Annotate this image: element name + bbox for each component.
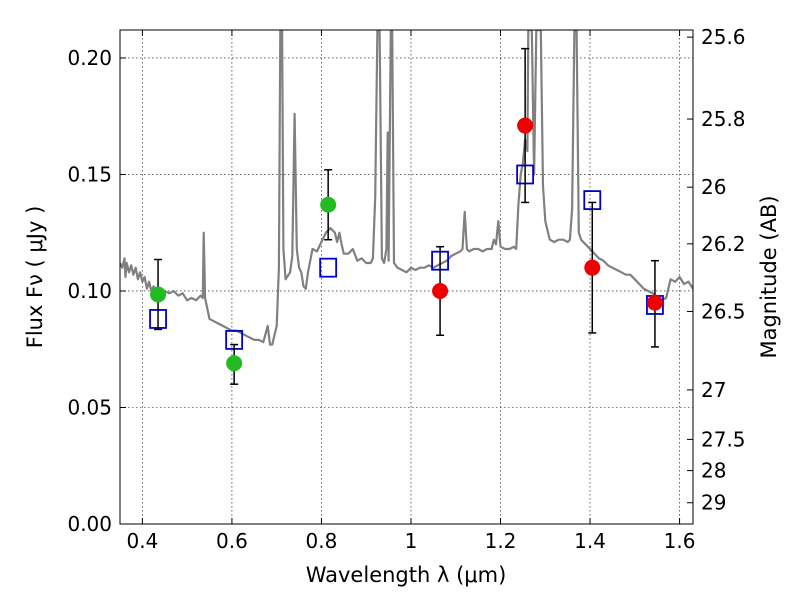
observed-point (226, 355, 243, 372)
spectrum-line (120, 30, 693, 346)
observed-point (320, 196, 337, 213)
data-layer (120, 30, 693, 346)
y2-tick-label: 27 (701, 378, 726, 402)
observed-point (517, 117, 534, 134)
x-axis-label: Wavelength λ (μm) (306, 563, 507, 587)
y2-tick-label: 25.6 (701, 25, 746, 49)
y2-tick-label: 29 (701, 491, 726, 515)
model-photometry-square (319, 257, 338, 278)
x-tick-label: 1.4 (574, 529, 606, 553)
y2-tick-label: 26.2 (701, 232, 746, 256)
x-tick-label: 1.2 (485, 529, 517, 553)
x-tick-label: 1.6 (664, 529, 696, 553)
y2-tick-label: 28 (701, 459, 726, 483)
observed-point (432, 282, 449, 299)
marker-layer (149, 47, 664, 385)
y2-tick-label: 25.8 (701, 107, 746, 131)
y2-axis-label: Magnitude (AB) (757, 195, 781, 358)
y-tick-label: 0.15 (67, 162, 112, 186)
y2-tick-label: 26 (701, 175, 726, 199)
x-tick-label: 0.4 (126, 529, 158, 553)
x-tick-label: 0.6 (216, 529, 248, 553)
x-tick-label: 1 (405, 529, 418, 553)
plot-background (120, 30, 693, 524)
y-tick-label: 0.00 (67, 512, 112, 536)
y2-tick-label: 26.5 (701, 299, 746, 323)
y-tick-label: 0.20 (67, 46, 112, 70)
y2-tick-label: 27.5 (701, 427, 746, 451)
plot-frame (119, 29, 694, 525)
observed-point (150, 286, 167, 303)
axis-ticks: 0.4 0.6 0.8 1 1.2 1.4 1.6 0.00 0.05 0.10 0.15 0.20 2… (67, 25, 745, 553)
y-tick-label: 0.10 (67, 279, 112, 303)
x-tick-label: 0.8 (306, 529, 338, 553)
observed-point (584, 259, 601, 276)
observed-point (646, 294, 663, 311)
y-tick-label: 0.05 (67, 395, 112, 419)
y-axis-label: Flux Fν ( μJy ) (23, 206, 47, 349)
